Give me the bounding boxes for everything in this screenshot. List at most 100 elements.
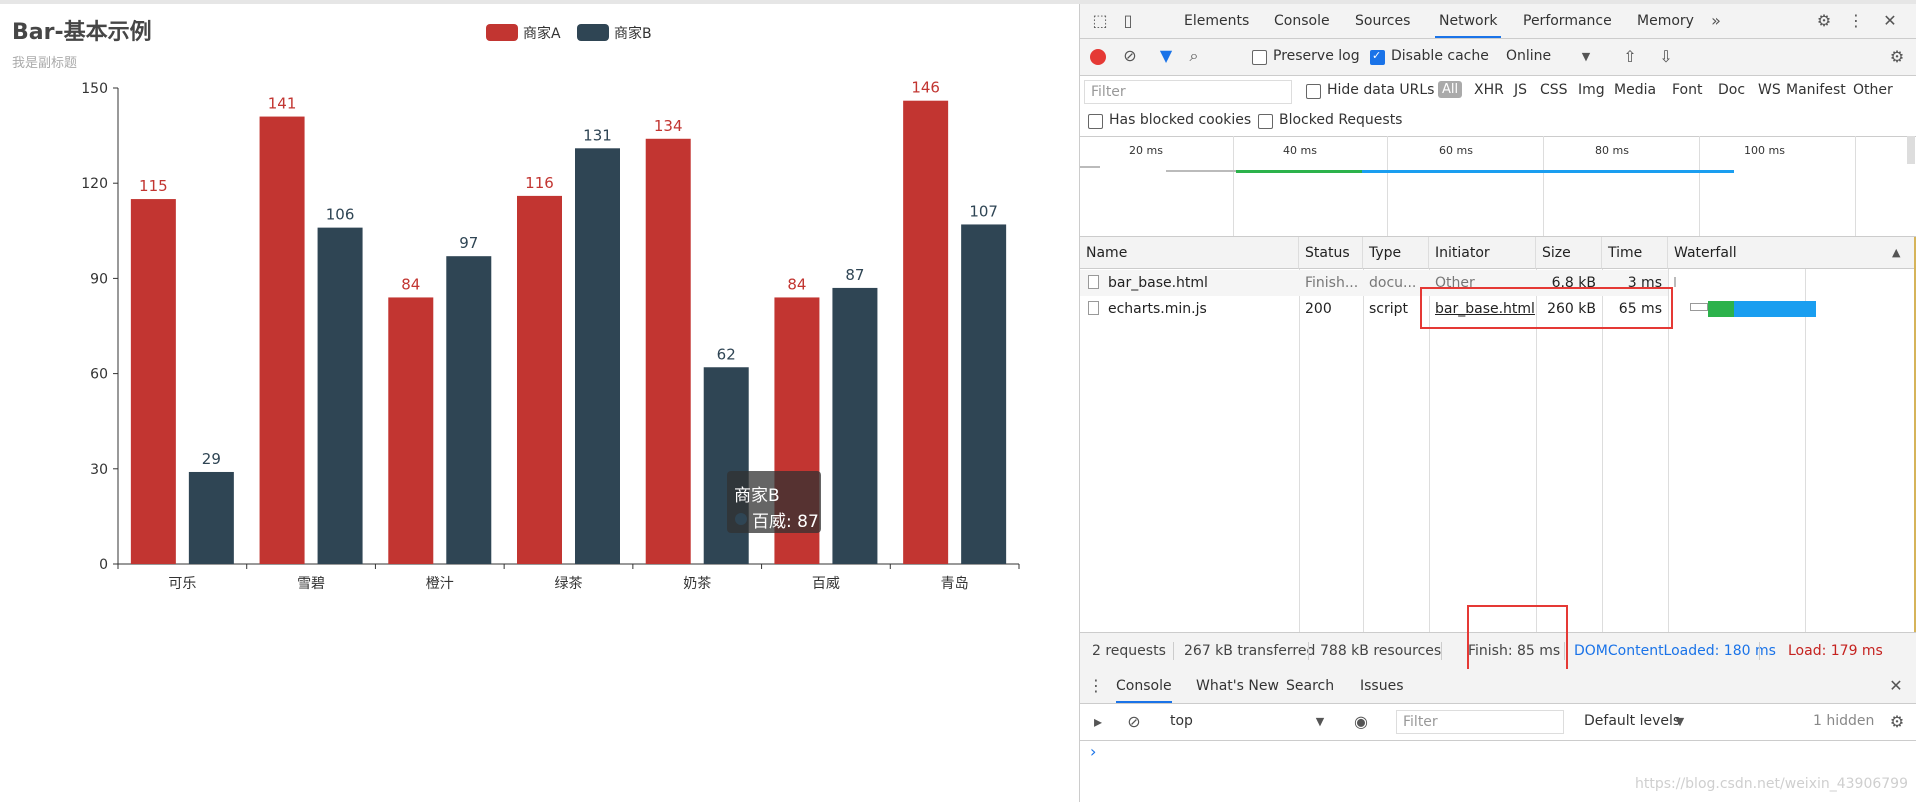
blocked-cookies-checkbox[interactable] [1088, 114, 1103, 129]
preserve-log-checkbox[interactable] [1252, 50, 1267, 65]
filter-type-all[interactable]: All [1438, 81, 1463, 98]
tab-memory[interactable]: Memory [1637, 13, 1694, 29]
filter-type-other[interactable]: Other [1853, 82, 1893, 98]
column-header-time[interactable]: Time [1602, 237, 1668, 269]
import-har-icon[interactable]: ⇧ [1623, 47, 1637, 66]
blocked-requests-checkbox[interactable] [1258, 114, 1273, 129]
data-label: 134 [654, 117, 683, 135]
overview-scrollbar[interactable] [1907, 136, 1915, 164]
overview-gridline [1699, 136, 1700, 236]
bar[interactable] [317, 227, 363, 565]
drawer-tab-issues[interactable]: Issues [1360, 678, 1404, 694]
bar[interactable] [832, 287, 878, 564]
bar[interactable] [188, 471, 234, 564]
filter-type-ws[interactable]: WS [1758, 82, 1781, 98]
context-select[interactable]: top [1170, 713, 1193, 729]
x-tick-label: 奶茶 [683, 576, 711, 592]
legend-label[interactable]: 商家A [523, 25, 561, 42]
filter-type-xhr[interactable]: XHR [1474, 82, 1504, 98]
data-label: 62 [717, 345, 736, 363]
sort-arrow-icon[interactable]: ▲ [1892, 246, 1901, 259]
drawer-tab-console[interactable]: Console [1116, 669, 1172, 703]
tab-console[interactable]: Console [1274, 13, 1330, 29]
throttle-select[interactable]: Online [1506, 48, 1552, 64]
device-toolbar-icon[interactable]: ▯ [1123, 11, 1133, 30]
drawer-menu-icon[interactable]: ⋮ [1088, 676, 1104, 695]
table-row[interactable]: echarts.min.js 200 script bar_base.html 260 … [1080, 296, 1668, 322]
filter-type-img[interactable]: Img [1578, 82, 1605, 98]
filter-bar: Filter Hide data URLs All XHR JS CSS Img Medi… [1080, 76, 1916, 106]
filter-type-css[interactable]: CSS [1540, 82, 1568, 98]
tab-elements[interactable]: Elements [1184, 13, 1250, 29]
export-har-icon[interactable]: ⇩ [1659, 47, 1673, 66]
context-chevron-icon[interactable]: ▼ [1315, 715, 1325, 728]
waterfall-scrollbar[interactable] [1914, 237, 1916, 632]
hide-data-urls-checkbox[interactable] [1306, 84, 1321, 99]
network-settings-icon[interactable]: ⚙ [1889, 47, 1905, 66]
y-tick-label: 0 [99, 557, 108, 573]
console-prompt[interactable]: › [1090, 742, 1097, 761]
kebab-menu-icon[interactable]: ⋮ [1848, 11, 1864, 30]
column-header-size[interactable]: Size [1536, 237, 1602, 269]
column-header-waterfall[interactable]: Waterfall [1668, 237, 1916, 269]
record-icon[interactable] [1090, 49, 1106, 65]
cell-initiator[interactable]: bar_base.html [1435, 301, 1535, 317]
filter-type-doc[interactable]: Doc [1718, 82, 1746, 98]
finish-highlight-box [1467, 605, 1568, 679]
filter-input[interactable]: Filter [1084, 80, 1292, 104]
legend-label[interactable]: 商家B [614, 25, 652, 42]
data-label: 29 [202, 450, 221, 468]
legend-swatch[interactable] [577, 24, 609, 41]
filter-type-js[interactable]: JS [1514, 82, 1528, 98]
log-levels-select[interactable]: Default levels [1584, 713, 1681, 729]
tab-sources[interactable]: Sources [1355, 13, 1411, 29]
tab-network[interactable]: Network [1435, 4, 1502, 38]
settings-icon[interactable]: ⚙ [1816, 11, 1832, 30]
drawer-tab-what-s-new[interactable]: What's New [1196, 678, 1279, 694]
column-header-status[interactable]: Status [1299, 237, 1363, 269]
bar[interactable] [446, 256, 492, 564]
data-label: 115 [139, 177, 168, 195]
bar[interactable] [130, 199, 176, 565]
disable-cache-checkbox[interactable] [1370, 49, 1385, 65]
console-toolbar: ▸ ⊘ top ▼ ◉ Filter Default levels ▼ 1 hi… [1080, 704, 1916, 741]
overview-green-line [1236, 170, 1362, 173]
bar[interactable] [903, 100, 949, 565]
legend-swatch[interactable] [486, 24, 518, 41]
initiator-highlight-box [1420, 287, 1673, 329]
tab-performance[interactable]: Performance [1523, 13, 1612, 29]
more-tabs-icon[interactable]: » [1711, 11, 1721, 30]
filter-bar-secondary: Has blocked cookies Blocked Requests [1080, 106, 1916, 137]
filter-type-media[interactable]: Media [1614, 82, 1657, 98]
levels-chevron-icon[interactable]: ▼ [1675, 715, 1685, 728]
requests-table: Name Status Type Initiator Size Time Waterfall… [1080, 237, 1916, 634]
bar[interactable] [575, 148, 620, 564]
chart-subtitle: 我是副标题 [12, 56, 78, 71]
console-clear-icon[interactable]: ⊘ [1127, 712, 1141, 731]
live-expression-eye-icon[interactable]: ◉ [1354, 712, 1368, 731]
bar[interactable] [645, 138, 691, 565]
status-load: Load: 179 ms [1788, 643, 1883, 659]
bar[interactable] [961, 224, 1007, 564]
chevron-down-icon[interactable]: ▼ [1581, 50, 1591, 63]
filter-type-font[interactable]: Font [1672, 82, 1703, 98]
x-tick-label: 绿茶 [555, 576, 583, 592]
console-sidebar-icon[interactable]: ▸ [1093, 712, 1103, 731]
bar[interactable] [388, 297, 434, 564]
inspect-icon[interactable]: ⬚ [1092, 11, 1108, 30]
column-header-initiator[interactable]: Initiator [1429, 237, 1536, 269]
bar[interactable] [703, 367, 749, 564]
search-icon[interactable]: ⌕ [1189, 46, 1199, 65]
clear-icon[interactable]: ⊘ [1123, 46, 1137, 65]
drawer-tab-search[interactable]: Search [1286, 678, 1335, 694]
bar[interactable] [259, 116, 305, 564]
console-filter-input[interactable]: Filter [1396, 710, 1564, 734]
bar[interactable] [517, 195, 562, 565]
close-drawer-icon[interactable]: ✕ [1889, 676, 1903, 695]
console-settings-icon[interactable]: ⚙ [1889, 712, 1905, 731]
column-header-name[interactable]: Name [1080, 237, 1299, 269]
filter-icon[interactable]: ▼ [1159, 46, 1173, 65]
filter-type-manifest[interactable]: Manifest [1786, 82, 1846, 98]
column-header-type[interactable]: Type [1363, 237, 1429, 269]
close-devtools-icon[interactable]: ✕ [1883, 11, 1897, 30]
